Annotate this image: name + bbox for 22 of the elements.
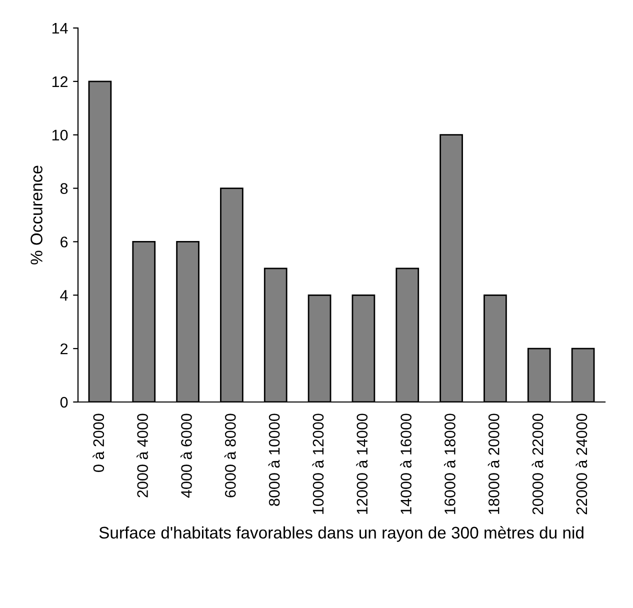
x-axis-title: Surface d'habitats favorables dans un rayon de 300 mètres du nid xyxy=(99,526,584,542)
y-tick-label: 6 xyxy=(60,236,68,248)
x-tick-label: 14000 à 16000 xyxy=(400,414,412,514)
y-axis-title: % Occurence xyxy=(30,166,42,264)
x-tick-label: 8000 à 10000 xyxy=(268,414,280,506)
y-tick-label: 4 xyxy=(60,290,68,301)
x-tick-label: 22000 à 24000 xyxy=(576,414,588,514)
x-tick-label: 2000 à 4000 xyxy=(136,414,148,498)
y-tick-label: 10 xyxy=(52,130,68,141)
x-tick-label: 4000 à 6000 xyxy=(180,414,192,498)
x-tick-label: 6000 à 8000 xyxy=(224,414,236,498)
x-tick-label: 18000 à 20000 xyxy=(488,414,500,514)
x-tick-label: 16000 à 18000 xyxy=(444,414,456,514)
x-tick-label: 0 à 2000 xyxy=(92,414,104,472)
y-tick-label: 12 xyxy=(52,76,68,87)
y-tick-label: 0 xyxy=(60,396,68,408)
y-tick-label: 2 xyxy=(60,343,68,354)
x-tick-label: 10000 à 12000 xyxy=(312,414,324,514)
x-tick-label: 12000 à 14000 xyxy=(356,414,368,514)
x-tick-label: 20000 à 22000 xyxy=(532,414,544,514)
y-tick-label: 8 xyxy=(60,183,68,194)
y-tick-label: 14 xyxy=(52,23,68,34)
